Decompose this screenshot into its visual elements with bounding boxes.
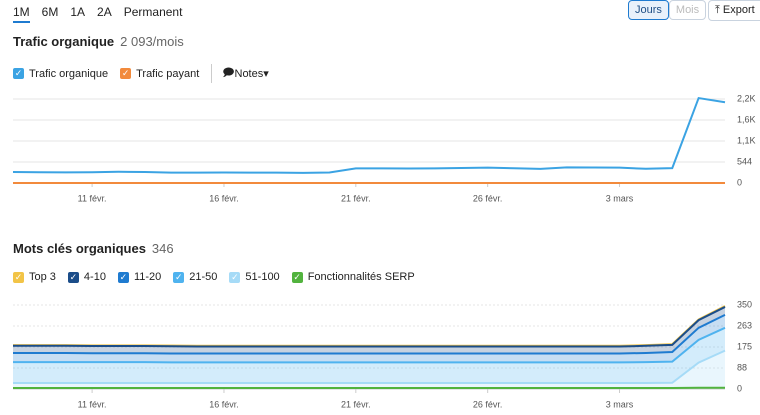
chart-title: Trafic organique bbox=[13, 34, 115, 49]
period-tab[interactable]: 6M bbox=[41, 5, 59, 19]
y-tick-label: 263 bbox=[737, 320, 752, 330]
chart-header: Trafic organique 2 093/mois bbox=[13, 34, 184, 49]
legend-label: 4-10 bbox=[83, 271, 106, 283]
legend-item[interactable]: ✓ 21-50 bbox=[173, 271, 217, 283]
legend-item[interactable]: ✓ Top 3 bbox=[13, 271, 56, 283]
chart-header: Mots clés organiques 346 bbox=[13, 241, 174, 256]
legend-item[interactable]: ✓ 11-20 bbox=[117, 271, 162, 283]
legend-label: 21-50 bbox=[189, 271, 218, 283]
legend-checkbox: ✓ bbox=[67, 271, 79, 283]
x-tick-label: 3 mars bbox=[606, 399, 634, 409]
legend: ✓ Trafic organique ✓ Trafic payant 🗩 Notes ▾ bbox=[13, 64, 281, 83]
legend-label: Trafic payant bbox=[136, 67, 200, 80]
legend-item[interactable]: ✓ Fonctionnalités SERP bbox=[291, 271, 415, 283]
series-line bbox=[13, 349, 726, 384]
series-line bbox=[13, 313, 726, 355]
legend-item[interactable]: ✓ Trafic organique bbox=[13, 68, 108, 80]
notes-toggle[interactable]: 🗩 Notes ▾ bbox=[211, 64, 269, 83]
notes-label: Notes bbox=[234, 67, 264, 80]
notes-icon: 🗩 bbox=[222, 67, 235, 79]
y-tick-label: 2,2K bbox=[737, 93, 756, 103]
export-button[interactable]: ⤒ Export bbox=[708, 0, 760, 21]
legend-label: 51-100 bbox=[245, 271, 280, 283]
y-tick-label: 0 bbox=[737, 383, 742, 393]
days-button[interactable]: Jours bbox=[628, 0, 669, 20]
y-tick-label: 544 bbox=[737, 156, 752, 166]
chart-subtitle: 346 bbox=[151, 241, 174, 256]
y-tick-label: 175 bbox=[737, 341, 752, 351]
legend-checkbox: ✓ bbox=[229, 271, 241, 283]
series-line bbox=[12, 96, 726, 174]
legend-label: Fonctionnalités SERP bbox=[307, 271, 415, 283]
series-line bbox=[13, 326, 726, 364]
legend-item[interactable]: ✓ Trafic payant bbox=[120, 68, 199, 80]
series-area bbox=[13, 314, 725, 363]
legend-checkbox: ✓ bbox=[117, 271, 129, 283]
period-tab[interactable]: 2A bbox=[97, 5, 112, 19]
series-area bbox=[13, 327, 725, 383]
months-button[interactable]: Mois bbox=[668, 0, 707, 20]
notes-caret: ▾ bbox=[263, 68, 269, 80]
y-tick-label: 88 bbox=[737, 362, 747, 372]
legend-label: 11-20 bbox=[133, 271, 162, 283]
legend-label: Trafic organique bbox=[29, 67, 109, 80]
y-tick-label: 1,6K bbox=[737, 114, 756, 124]
export-label: Export bbox=[722, 4, 755, 16]
x-tick-label: 16 févr. bbox=[209, 399, 239, 409]
x-tick-label: 21 févr. bbox=[341, 193, 371, 203]
period-tabs: 1M 6M 1A 2A Permanent bbox=[13, 3, 194, 23]
chart-subtitle: 2 093/mois bbox=[120, 34, 184, 49]
series-area bbox=[13, 350, 725, 389]
legend-checkbox: ✓ bbox=[173, 271, 185, 283]
series-line bbox=[13, 306, 726, 348]
period-tab[interactable]: Permanent bbox=[123, 5, 183, 19]
x-tick-label: 21 févr. bbox=[341, 399, 371, 409]
period-tab[interactable]: 1A bbox=[70, 5, 86, 19]
x-tick-label: 11 févr. bbox=[78, 399, 107, 409]
x-tick-label: 26 févr. bbox=[473, 193, 503, 203]
legend-checkbox: ✓ bbox=[291, 271, 303, 283]
x-tick-label: 3 mars bbox=[606, 193, 634, 203]
granularity: Jours Mois bbox=[628, 0, 707, 20]
x-tick-label: 11 févr. bbox=[78, 193, 107, 203]
y-tick-label: 350 bbox=[737, 299, 752, 309]
y-tick-label: 1,1K bbox=[737, 135, 756, 145]
series-area bbox=[13, 306, 725, 354]
chart-title: Mots clés organiques bbox=[13, 241, 146, 256]
legend-item[interactable]: ✓ 51-100 bbox=[229, 271, 280, 283]
period-tab[interactable]: 1M bbox=[13, 5, 30, 23]
x-tick-label: 26 févr. bbox=[473, 399, 503, 409]
legend-checkbox: ✓ bbox=[13, 68, 24, 79]
x-tick-label: 16 févr. bbox=[209, 193, 239, 203]
y-tick-label: 0 bbox=[737, 177, 742, 187]
legend: ✓ Top 3 ✓ 4-10 ✓ 11-20 ✓ 21-50 ✓ 51-100 ✓ Fonctionn… bbox=[13, 271, 427, 283]
legend-item[interactable]: ✓ 4-10 bbox=[67, 271, 106, 283]
legend-label: Top 3 bbox=[29, 271, 56, 283]
legend-checkbox: ✓ bbox=[13, 271, 24, 283]
legend-checkbox: ✓ bbox=[120, 68, 132, 79]
